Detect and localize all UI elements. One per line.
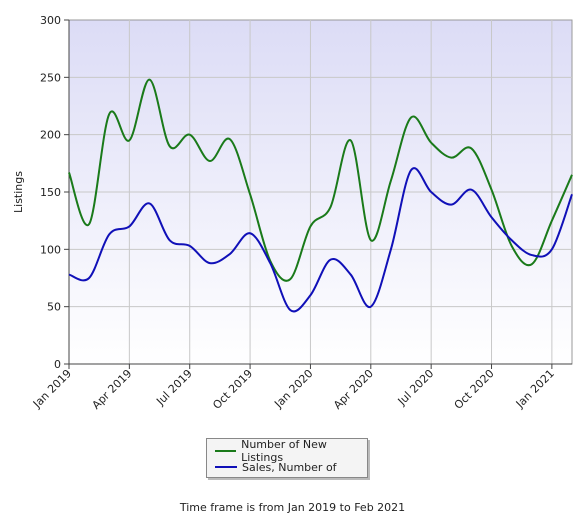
x-tick-label: Apr 2020 [331, 367, 376, 412]
x-axis: Jan 2019 Apr 2019 Jul 2019 Oct 2019 Jan 2020… [30, 363, 572, 412]
y-tick-label: 200 [40, 129, 61, 142]
series-line-sales [68, 167, 573, 313]
y-axis: 0 50 100 150 200 250 300 [40, 14, 70, 371]
chart-caption: Time frame is from Jan 2019 to Feb 2021 [179, 501, 406, 514]
legend-label-new-listings: Number of New Listings [241, 438, 327, 464]
series-line-new-listings [68, 78, 573, 282]
x-tick-label: Apr 2019 [90, 367, 135, 412]
y-axis-label: Listings [12, 171, 25, 213]
legend-item-new-listings: Number of New Listings [215, 438, 367, 464]
y-tick-label: 300 [40, 14, 61, 27]
grid-lines [69, 20, 572, 364]
legend-swatch-new-listings [215, 450, 237, 452]
legend: Number of New Listings Sales, Number of [206, 438, 368, 478]
legend-item-sales: Sales, Number of [215, 459, 337, 475]
x-tick-label: Oct 2020 [452, 367, 497, 412]
legend-label-sales: Sales, Number of [242, 460, 337, 474]
x-tick-label: Jan 2019 [30, 367, 74, 411]
series-lines [68, 78, 573, 313]
x-tick-label: Jul 2020 [395, 367, 437, 409]
x-tick-label: Jul 2019 [153, 367, 195, 409]
y-tick-label: 150 [40, 186, 61, 199]
x-tick-label: Oct 2019 [210, 367, 255, 412]
x-tick-label: Jan 2020 [271, 367, 315, 411]
legend-swatch-sales [215, 466, 237, 468]
y-tick-label: 0 [54, 358, 61, 371]
x-tick-label: Jan 2021 [513, 367, 557, 411]
y-tick-label: 250 [40, 71, 61, 84]
y-tick-label: 50 [47, 301, 61, 314]
y-tick-label: 100 [40, 243, 61, 256]
